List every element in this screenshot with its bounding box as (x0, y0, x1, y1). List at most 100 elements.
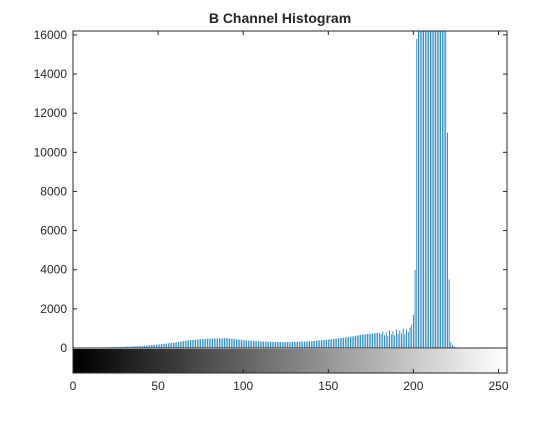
colorbar-cell (198, 349, 201, 373)
plot-area (73, 31, 507, 348)
colorbar-cell (491, 349, 494, 373)
colorbar-cell (417, 349, 420, 373)
colorbar-cell (225, 349, 228, 373)
colorbar-cell (422, 349, 425, 373)
colorbar-cell (130, 349, 133, 373)
colorbar-cell (222, 349, 225, 373)
colorbar-cell (317, 349, 320, 373)
colorbar-cell (306, 349, 310, 373)
colorbar-cell (437, 349, 440, 373)
y-tick-label: 16000 (34, 28, 68, 42)
colorbar-cell (274, 349, 277, 373)
colorbar-cell (120, 349, 123, 373)
colorbar-cell (269, 349, 272, 373)
colorbar-cell (444, 349, 447, 373)
colorbar-cell (257, 349, 260, 373)
colorbar-cell (351, 349, 354, 373)
colorbar-cell (301, 349, 304, 373)
colorbar-cell (332, 349, 335, 373)
colorbar-cell (118, 349, 121, 373)
colorbar-cell (290, 349, 293, 373)
colorbar-cell (356, 349, 359, 373)
colorbar-cell (128, 349, 132, 373)
colorbar-cell (174, 349, 177, 373)
colorbar-cell (166, 349, 169, 373)
colorbar-cell (500, 349, 503, 373)
colorbar-cell (235, 349, 238, 373)
colorbar-cell (95, 349, 98, 373)
colorbar-cell (256, 349, 259, 373)
colorbar-cell (456, 349, 459, 373)
colorbar-cell (159, 349, 162, 373)
colorbar-cell (103, 349, 106, 373)
colorbar-cell (115, 349, 118, 373)
colorbar-cell (281, 349, 284, 373)
colorbar-cell (391, 349, 394, 373)
colorbar-cell (105, 349, 108, 373)
colorbar-cell (135, 349, 138, 373)
colorbar-cell (167, 349, 171, 373)
colorbar-cell (191, 349, 194, 373)
colorbar-cell (476, 349, 479, 373)
colorbar-cell (161, 349, 164, 373)
colorbar-cell (252, 349, 255, 373)
colorbar-cell (340, 349, 343, 373)
colorbar-cell (412, 349, 415, 373)
x-tick-label: 50 (151, 379, 165, 393)
colorbar-cell (366, 349, 369, 373)
colorbar-cell (276, 349, 279, 373)
colorbar-cell (357, 349, 360, 373)
colorbar-cell (108, 349, 111, 373)
colorbar-cell (493, 349, 496, 373)
colorbar-cell (86, 349, 89, 373)
colorbar-cell (125, 349, 128, 373)
colorbar-cell (432, 349, 435, 373)
colorbar-cell (303, 349, 306, 373)
x-axis: 0 50 100 150 200 250 (70, 31, 509, 393)
colorbar-cell (210, 349, 213, 373)
colorbar-cell (267, 349, 271, 373)
colorbar-cell (334, 349, 337, 373)
colorbar-cell (245, 349, 249, 373)
colorbar-cell (232, 349, 235, 373)
colorbar-cell (496, 349, 499, 373)
colorbar-cell (266, 349, 269, 373)
colorbar-cell (169, 349, 172, 373)
colorbar-cell (283, 349, 286, 373)
colorbar-cell (300, 349, 303, 373)
colorbar-cell (367, 349, 371, 373)
colorbar-cell (401, 349, 404, 373)
colorbar-cell (137, 349, 140, 373)
colorbar-cell (423, 349, 427, 373)
colorbar-cell (503, 349, 506, 373)
colorbar-cell (418, 349, 421, 373)
colorbar-cell (435, 349, 438, 373)
colorbar-cell (454, 349, 457, 373)
colorbar-cell (230, 349, 233, 373)
colorbar-cell (390, 349, 393, 373)
colorbar-cell (264, 349, 267, 373)
colorbar-cell (244, 349, 247, 373)
colorbar-cell (117, 349, 120, 373)
colorbar-cell (110, 349, 113, 373)
grayscale-colorbar (73, 347, 508, 373)
colorbar-cell (466, 349, 469, 373)
colorbar-cell (312, 349, 315, 373)
colorbar-cell (113, 349, 116, 373)
colorbar-cell (228, 349, 232, 373)
colorbar-cell (413, 349, 416, 373)
colorbar-cell (362, 349, 365, 373)
colorbar-cell (145, 349, 148, 373)
colorbar-cell (430, 349, 433, 373)
colorbar-cell (188, 349, 191, 373)
colorbar-cell (429, 349, 432, 373)
colorbar-cell (164, 349, 167, 373)
colorbar-cell (213, 349, 216, 373)
colorbar-cell (261, 349, 264, 373)
colorbar-cell (93, 349, 96, 373)
colorbar-cell (323, 349, 327, 373)
colorbar-cell (364, 349, 367, 373)
colorbar-cell (449, 349, 452, 373)
colorbar-cell (195, 349, 198, 373)
colorbar-cell (315, 349, 318, 373)
